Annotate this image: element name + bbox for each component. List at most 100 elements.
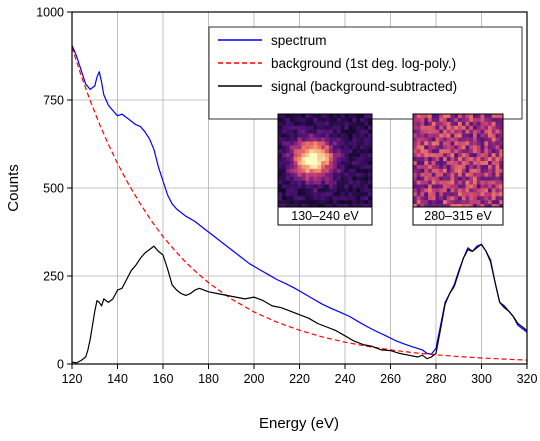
heatmap-cell [317,164,322,170]
heatmap-cell [364,204,369,209]
heatmap-cell [469,117,474,123]
heatmap-cell [309,117,314,123]
heatmap-cell [305,168,310,174]
heatmap-cell [476,137,481,142]
heatmap-cell [499,180,504,185]
heatmap-cell [321,149,326,154]
heatmap-cell [431,114,436,119]
heatmap-cell [278,149,283,154]
heatmap-cell [495,180,500,185]
heatmap-cell [360,145,365,150]
heatmap-cell [420,121,425,127]
heatmap-cell [278,200,283,205]
legend-label-spectrum: spectrum [271,33,327,48]
heatmap-cell [491,180,496,185]
heatmap-cell [465,164,470,170]
heatmap-cell [461,200,466,205]
heatmap-cell [428,168,433,174]
heatmap-cell [332,129,338,134]
heatmap-cell [293,196,298,201]
heatmap-cell [435,121,440,127]
heatmap-cell [480,125,485,130]
heatmap-cell [293,114,298,119]
heatmap-cell [313,192,318,197]
heatmap-cell [356,129,361,134]
heatmap-cell [469,161,474,166]
heatmap-cell [297,161,302,166]
heatmap-cell [340,129,345,134]
heatmap-cell [431,145,436,150]
heatmap-cell [289,157,294,162]
heatmap-cell [420,176,425,181]
heatmap-cell [454,125,459,130]
heatmap-cell [305,121,310,127]
heatmap-cell [309,133,314,138]
heatmap-cell [495,137,500,142]
heatmap-cell [348,184,353,189]
heatmap-cell [281,145,287,150]
heatmap-cell [465,192,470,197]
heatmap-cell [461,172,466,177]
heatmap-cell [364,200,369,205]
heatmap-cell [428,200,433,205]
heatmap-cell [278,141,283,146]
heatmap-cell [469,188,474,193]
heatmap-cell [495,188,500,193]
heatmap-cell [465,180,470,185]
heatmap-cell [321,157,326,162]
heatmap-cell [313,117,318,123]
heatmap-cell [461,129,466,134]
legend: spectrum background (1st deg. log-poly.)… [208,26,523,120]
heatmap-cell [450,204,455,209]
x-tick-label: 220 [289,372,310,386]
heatmap-cell [450,192,455,197]
heatmap-cell [325,192,330,197]
heatmap-cell [431,129,436,134]
heatmap-cell [416,121,421,127]
heatmap-cell [488,200,493,205]
heatmap-cell [454,117,459,123]
heatmap-cell [305,172,310,177]
heatmap-cell [289,121,294,127]
heatmap-noise-icon [413,114,504,209]
heatmap-cell [278,157,283,162]
heatmap-cell [360,117,365,123]
heatmap-cell [458,180,463,185]
heatmap-cell [465,204,470,209]
heatmap-cell [289,114,294,119]
heatmap-cell [364,149,369,154]
heatmap-cell [297,192,302,197]
heatmap-cell [439,172,444,177]
heatmap-cell [293,117,298,123]
heatmap-cell [416,153,421,158]
legend-label-background: background (1st deg. log-poly.) [271,56,456,71]
heatmap-cell [473,125,478,130]
heatmap-cell [368,192,373,197]
heatmap-cell [332,153,338,158]
heatmap-cell [484,180,489,185]
heatmap-cell [332,157,338,162]
heatmap-cell [416,184,421,189]
heatmap-cell [285,117,291,123]
heatmap-cell [352,117,357,123]
heatmap-cell [356,149,361,154]
heatmap-cell [313,164,318,170]
heatmap-cell [488,129,493,134]
heatmap-cell [443,149,448,154]
heatmap-cell [439,192,444,197]
heatmap-cell [469,172,474,177]
heatmap-cell [325,145,330,150]
heatmap-cell [352,172,357,177]
heatmap-cell [420,117,425,123]
heatmap-cell [305,141,310,146]
heatmap-cell [416,188,421,193]
heatmap-cell [454,145,459,150]
x-tick-label: 180 [198,372,219,386]
heatmap-cell [484,117,489,123]
heatmap-cell [309,157,314,162]
heatmap-cell [336,196,341,201]
heatmap-cell [352,164,357,170]
heatmap-cell [450,196,455,201]
heatmap-cell [473,149,478,154]
heatmap-cell [297,129,302,134]
